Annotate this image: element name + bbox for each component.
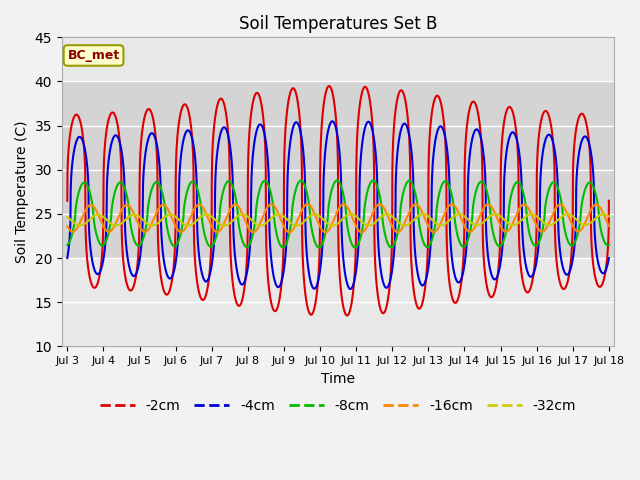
X-axis label: Time: Time [321,372,355,386]
Text: BC_met: BC_met [67,49,120,62]
Bar [62,82,614,258]
Legend: -2cm, -4cm, -8cm, -16cm, -32cm: -2cm, -4cm, -8cm, -16cm, -32cm [94,394,582,419]
Title: Soil Temperatures Set B: Soil Temperatures Set B [239,15,437,33]
Y-axis label: Soil Temperature (C): Soil Temperature (C) [15,120,29,263]
